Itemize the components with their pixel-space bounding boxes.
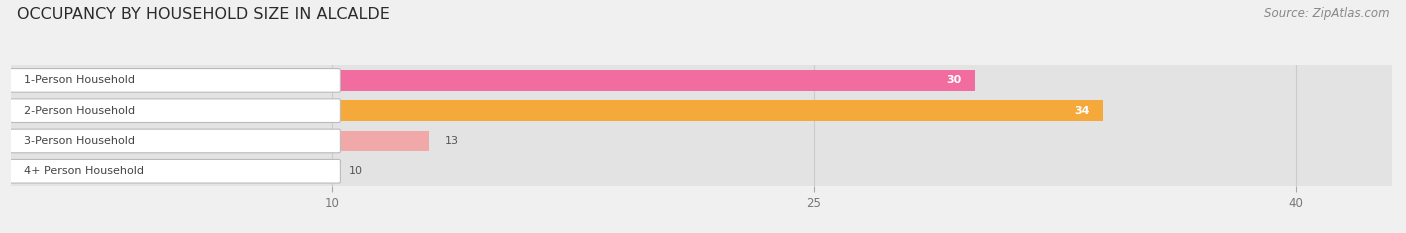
FancyBboxPatch shape (10, 159, 340, 183)
Text: 1-Person Household: 1-Person Household (24, 75, 135, 85)
Bar (11, 70, 974, 91)
Bar (11, 161, 332, 182)
Text: OCCUPANCY BY HOUSEHOLD SIZE IN ALCALDE: OCCUPANCY BY HOUSEHOLD SIZE IN ALCALDE (17, 7, 389, 22)
Bar (11, 131, 429, 151)
Text: 2-Person Household: 2-Person Household (24, 106, 135, 116)
Text: 10: 10 (349, 166, 363, 176)
Text: 3-Person Household: 3-Person Household (24, 136, 135, 146)
FancyBboxPatch shape (10, 129, 340, 153)
Text: 30: 30 (946, 75, 962, 85)
FancyBboxPatch shape (10, 99, 340, 123)
FancyBboxPatch shape (10, 69, 340, 92)
Text: 4+ Person Household: 4+ Person Household (24, 166, 143, 176)
Text: 13: 13 (444, 136, 458, 146)
Bar (11, 156, 1392, 186)
Bar (11, 126, 1392, 156)
Text: 34: 34 (1074, 106, 1090, 116)
Bar (11, 96, 1392, 126)
Text: Source: ZipAtlas.com: Source: ZipAtlas.com (1264, 7, 1389, 20)
Bar (11, 100, 1102, 121)
Bar (11, 65, 1392, 96)
